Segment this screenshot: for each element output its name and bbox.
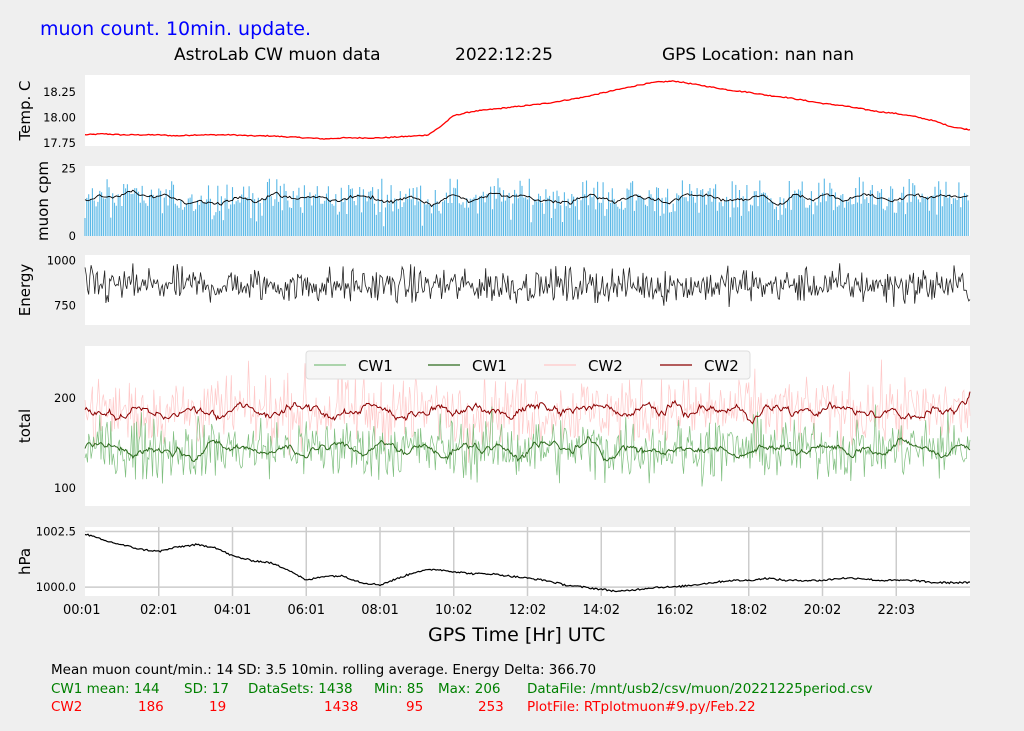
- y-tick-label-5-1: 1000.0: [36, 580, 76, 594]
- y-tick-label-4-1: 100: [54, 481, 76, 495]
- chart-title: AstroLab CW muon data: [174, 45, 381, 65]
- cw2-label: CW2: [51, 699, 83, 715]
- x-tick-label-5: 10:02: [435, 603, 472, 618]
- cw2-min: 95: [406, 699, 424, 715]
- y-tick-label-5-0: 1002.5: [36, 524, 76, 538]
- cw1-raw-line: [84, 404, 971, 487]
- update-label: muon count. 10min. update.: [40, 18, 312, 40]
- energy-series-line: [84, 263, 971, 308]
- x-tick-label-7: 14:02: [583, 603, 620, 618]
- stats-line1: Mean muon count/min.: 14 SD: 3.5 10min. …: [51, 662, 597, 678]
- legend-label-4: CW2: [704, 357, 739, 375]
- y-axis-label-1: Temp. C: [16, 81, 34, 142]
- legend-label-1: CW1: [358, 357, 393, 375]
- legend-label-2: CW1: [472, 357, 507, 375]
- x-tick-label-1: 02:01: [140, 603, 177, 618]
- cw1-mean: CW1 mean: 144: [51, 681, 160, 697]
- x-tick-label-8: 16:02: [656, 603, 693, 618]
- x-tick-label-0: 00:01: [63, 603, 100, 618]
- cw1-sd: SD: 17: [184, 681, 229, 697]
- y-tick-label-2-1: 0: [69, 229, 76, 243]
- gps-location: GPS Location: nan nan: [662, 45, 854, 65]
- muon-cpm-bars: [84, 177, 969, 236]
- y-axis-label-5: hPa: [16, 548, 34, 575]
- cw2-datasets: 1438: [324, 699, 359, 715]
- y-axis-label-3: Energy: [16, 264, 34, 317]
- cw1-average-line: [84, 436, 971, 462]
- muon-rolling-average-line: [84, 189, 969, 208]
- cw2-plotfile: PlotFile: RTplotmuon#9.py/Feb.22: [527, 699, 756, 715]
- cw1-min: Min: 85: [374, 681, 424, 697]
- cw2-sd: 19: [209, 699, 227, 715]
- y-tick-label-3-0: 1000: [47, 253, 76, 267]
- x-tick-label-10: 20:02: [804, 603, 841, 618]
- y-axis-label-4: total: [16, 409, 34, 443]
- cw2-mean: 186: [138, 699, 164, 715]
- x-tick-label-2: 04:01: [214, 603, 251, 618]
- legend-box: [305, 350, 751, 380]
- x-tick-label-3: 06:01: [288, 603, 325, 618]
- y-tick-label-1-1: 18.00: [43, 111, 76, 125]
- x-axis-label: GPS Time [Hr] UTC: [428, 624, 606, 646]
- temp-series-line: [84, 80, 971, 140]
- y-tick-label-1-2: 17.75: [43, 136, 76, 150]
- x-tick-label-4: 08:01: [361, 603, 398, 618]
- cw1-datasets: DataSets: 1438: [248, 681, 353, 697]
- x-tick-label-11: 22:03: [878, 603, 915, 618]
- x-tick-label-9: 18:02: [730, 603, 767, 618]
- cw1-datafile: DataFile: /mnt/usb2/csv/muon/20221225per…: [527, 681, 873, 697]
- cw2-max: 253: [478, 699, 504, 715]
- cw2-average-line: [84, 391, 971, 425]
- y-tick-label-3-1: 750: [54, 298, 76, 312]
- y-axis-label-2: muon cpm: [34, 161, 52, 241]
- chart-date: 2022:12:25: [455, 45, 553, 65]
- cw2-raw-line: [84, 359, 971, 463]
- y-tick-label-4-0: 200: [54, 391, 76, 405]
- legend-label-3: CW2: [588, 357, 623, 375]
- y-tick-label-1-0: 18.25: [43, 85, 76, 99]
- y-tick-label-2-0: 25: [61, 162, 76, 176]
- cw1-max: Max: 206: [438, 681, 501, 697]
- pressure-series-line: [84, 533, 971, 593]
- x-tick-label-6: 12:02: [509, 603, 546, 618]
